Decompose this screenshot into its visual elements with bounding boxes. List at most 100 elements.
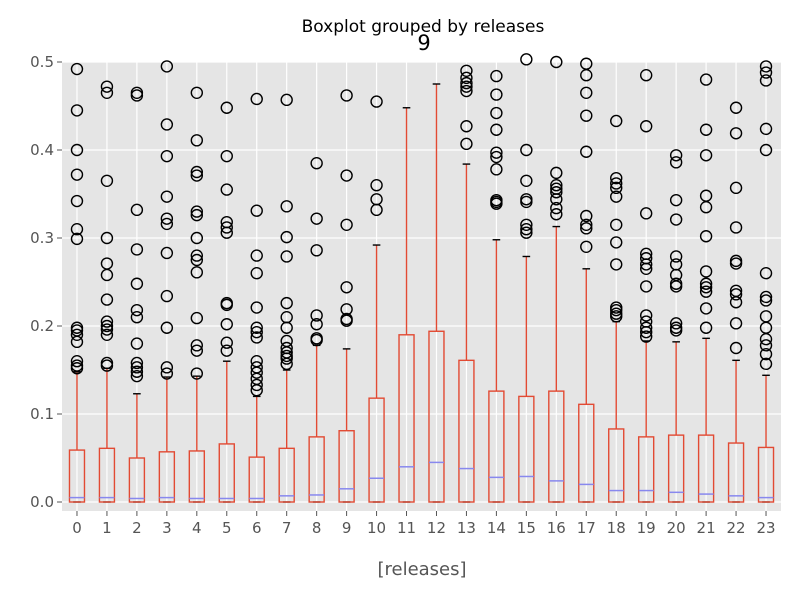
flier-point	[460, 76, 473, 90]
flier-point	[340, 314, 353, 327]
flier-point	[70, 355, 84, 368]
plot-area	[62, 62, 781, 511]
box-18	[608, 114, 625, 503]
flier-point	[310, 212, 323, 225]
flier-point	[460, 80, 473, 93]
flier-point	[550, 186, 563, 199]
box-12	[428, 83, 445, 503]
flier-point	[490, 88, 503, 101]
flier-point	[100, 293, 114, 306]
flier-point	[639, 330, 653, 343]
flier-point	[610, 303, 623, 317]
x-tick-label: 9	[342, 519, 352, 537]
x-tick-label: 7	[282, 519, 292, 537]
flier-point	[610, 177, 623, 190]
flier-point	[190, 367, 204, 380]
box-iqr	[98, 447, 116, 503]
y-tick-label: 0.0	[30, 493, 54, 511]
flier-point	[759, 339, 773, 352]
x-tick-label: 22	[727, 519, 746, 537]
flier-point	[639, 325, 653, 339]
flier-point	[160, 321, 174, 334]
flier-point	[490, 150, 503, 164]
flier-point	[669, 250, 683, 263]
flier-point	[190, 311, 204, 325]
flier-point	[70, 168, 84, 181]
x-tick-label: 14	[487, 519, 506, 537]
box-4	[188, 86, 206, 503]
flier-point	[340, 281, 353, 294]
flier-point	[250, 204, 263, 217]
flier-point	[580, 109, 593, 122]
box-iqr	[667, 434, 685, 503]
flier-point	[759, 347, 773, 361]
flier-point	[669, 317, 683, 330]
box-iqr	[188, 450, 206, 503]
flier-point	[639, 258, 653, 271]
flier-point	[520, 143, 533, 157]
box-iqr	[398, 334, 415, 503]
flier-point	[669, 213, 683, 226]
flier-point	[639, 262, 653, 275]
flier-point	[639, 120, 653, 133]
x-tick-label: 10	[367, 519, 386, 537]
flier-point	[100, 174, 114, 188]
box-iqr	[128, 457, 146, 503]
flier-point	[550, 55, 563, 69]
box-17	[578, 57, 595, 503]
box-22	[727, 101, 745, 503]
flier-point	[460, 64, 473, 78]
flier-point	[370, 203, 383, 217]
flier-point	[190, 249, 204, 262]
box-6	[248, 92, 265, 503]
flier-point	[70, 335, 84, 349]
flier-point	[699, 277, 713, 290]
x-tick-label: 0	[72, 519, 82, 537]
flier-point	[699, 302, 713, 315]
flier-point	[310, 318, 323, 331]
box-2	[128, 86, 146, 503]
flier-point	[550, 193, 563, 206]
box-iqr	[428, 330, 445, 503]
flier-point	[130, 303, 144, 317]
flier-point	[580, 86, 593, 100]
flier-point	[729, 341, 743, 355]
x-tick-label: 11	[397, 519, 416, 537]
flier-point	[669, 324, 683, 337]
box-iqr	[308, 436, 325, 503]
flier-point	[130, 243, 144, 256]
flier-point	[250, 366, 263, 379]
flier-point	[280, 357, 293, 371]
box-iqr	[637, 436, 655, 503]
flier-point	[759, 357, 773, 371]
box-iqr	[578, 403, 595, 503]
flier-point	[160, 217, 174, 231]
flier-point	[70, 62, 84, 76]
y-tick-label: 0.5	[30, 53, 54, 71]
flier-point	[280, 296, 293, 310]
flier-point	[190, 231, 204, 245]
flier-point	[490, 146, 503, 159]
flier-point	[100, 359, 114, 372]
box-23	[757, 60, 775, 503]
box-7	[278, 93, 295, 503]
flier-point	[250, 331, 263, 344]
flier-point	[520, 218, 533, 232]
flier-point	[190, 266, 204, 279]
x-axis-ticks: 0 1 2 3 4 5 6 7 8 9 10 11 12 13 14 15 16 17 18 19 20 21 22 23	[72, 511, 776, 537]
flier-point	[610, 218, 623, 232]
flier-point	[550, 166, 563, 180]
flier-point	[130, 369, 144, 383]
flier-point	[250, 249, 263, 262]
x-tick-label: 17	[577, 519, 596, 537]
x-tick-label: 23	[756, 519, 775, 537]
flier-point	[490, 69, 503, 83]
flier-point	[520, 226, 533, 239]
flier-point	[580, 240, 593, 254]
flier-point	[250, 384, 263, 397]
flier-point	[130, 203, 144, 217]
flier-point	[190, 208, 204, 222]
flier-point	[669, 156, 683, 169]
flier-point	[610, 258, 623, 271]
flier-point	[160, 367, 174, 380]
